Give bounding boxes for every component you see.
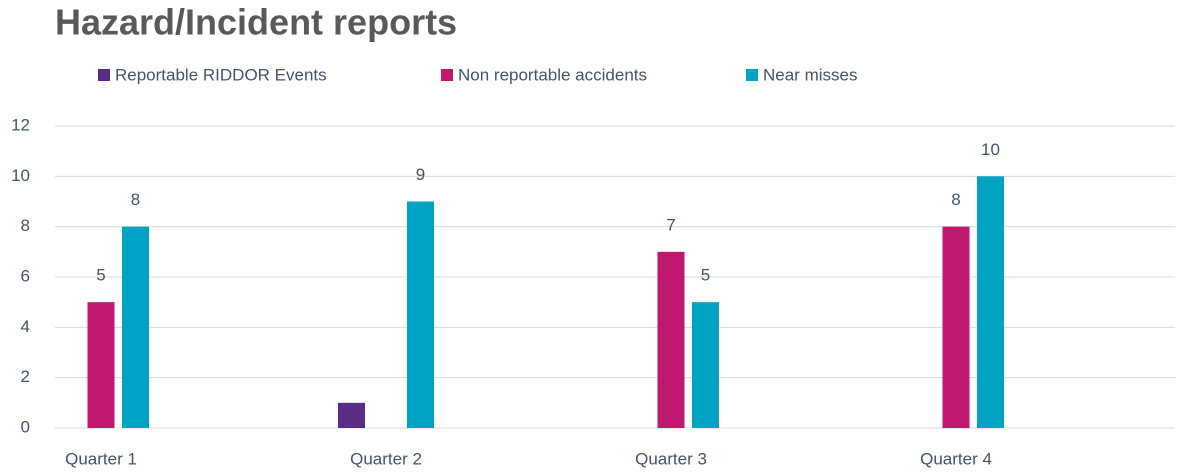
data-label: 10	[981, 140, 1000, 159]
data-label: 5	[96, 266, 105, 285]
legend-label: Reportable RIDDOR Events	[115, 65, 327, 84]
bar	[692, 302, 719, 428]
y-tick-label: 12	[11, 115, 30, 134]
data-label: 7	[666, 215, 675, 234]
bar	[87, 302, 115, 428]
x-tick-label: Quarter 3	[635, 449, 707, 468]
bar	[338, 402, 365, 428]
data-label: 9	[416, 165, 425, 184]
legend-swatch	[441, 69, 453, 81]
y-tick-label: 10	[11, 166, 30, 185]
x-tick-label: Quarter 1	[65, 449, 137, 468]
y-tick-label: 4	[21, 317, 30, 336]
x-tick-label: Quarter 4	[920, 449, 992, 468]
chart-title: Hazard/Incident reports	[55, 2, 457, 43]
data-label: 8	[131, 190, 140, 209]
bar	[657, 251, 685, 428]
bar	[122, 226, 149, 428]
y-tick-label: 6	[21, 266, 30, 285]
bar	[407, 201, 434, 428]
x-tick-label: Quarter 2	[350, 449, 422, 468]
legend-label: Near misses	[763, 65, 857, 84]
y-tick-label: 8	[21, 216, 30, 235]
legend-swatch	[98, 69, 110, 81]
y-tick-label: 0	[21, 417, 30, 436]
bar	[977, 176, 1004, 428]
bar	[942, 226, 970, 428]
legend-label: Non reportable accidents	[458, 65, 647, 84]
data-label: 5	[701, 266, 710, 285]
data-label: 8	[951, 190, 960, 209]
y-tick-label: 2	[21, 367, 30, 386]
legend-swatch	[746, 69, 758, 81]
